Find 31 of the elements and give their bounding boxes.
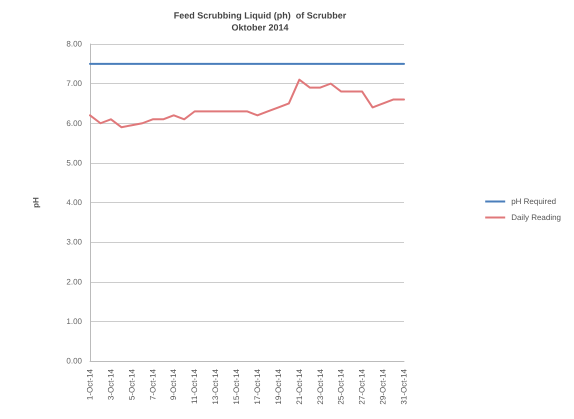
x-tick-label: 1-Oct-14 — [86, 368, 94, 400]
chart-subtitle: Oktober 2014 — [231, 22, 289, 32]
x-tick-label: 23-Oct-14 — [316, 368, 325, 405]
x-tick-label: 15-Oct-14 — [232, 368, 242, 405]
x-tick-label: 13-Oct-14 — [211, 368, 220, 405]
x-tick-label: 31-Oct-14 — [400, 368, 408, 405]
x-tick-label: 29-Oct-14 — [378, 368, 388, 405]
x-tick-label: 7-Oct-14 — [148, 368, 158, 400]
y-tick-label: 5.00 — [66, 158, 83, 168]
x-tick-label: 17-Oct-14 — [252, 368, 262, 405]
line-series — [89, 78, 405, 128]
y-tick-label: 8.00 — [66, 40, 83, 48]
y-tick-label: 0.00 — [66, 356, 83, 366]
legend-label: Daily Reading — [511, 213, 562, 222]
y-tick-label: 1.00 — [66, 316, 83, 326]
x-tick-label: 3-Oct-14 — [106, 368, 116, 400]
x-tick-label: 25-Oct-14 — [336, 368, 346, 405]
x-tick-label: 9-Oct-14 — [169, 368, 178, 400]
y-tick-label: 3.00 — [66, 238, 83, 247]
x-tick-label: 11-Oct-14 — [190, 368, 200, 404]
chart-title: Feed Scrubbing Liquid (ph) of Scrubber — [174, 10, 347, 20]
y-tick-label: 4.00 — [66, 198, 83, 207]
y-tick-label: 2.00 — [66, 277, 83, 286]
x-tick-label: 19-Oct-14 — [274, 368, 283, 405]
y-tick-label: 6.00 — [66, 118, 83, 128]
legend-label: pH Required — [511, 197, 556, 206]
x-tick-label: 21-Oct-14 — [294, 368, 304, 405]
y-tick-label: 7.00 — [66, 79, 83, 88]
x-tick-label: 27-Oct-14 — [358, 368, 367, 405]
y-axis-title: pH — [32, 196, 40, 208]
x-tick-label: 5-Oct-14 — [127, 368, 136, 400]
